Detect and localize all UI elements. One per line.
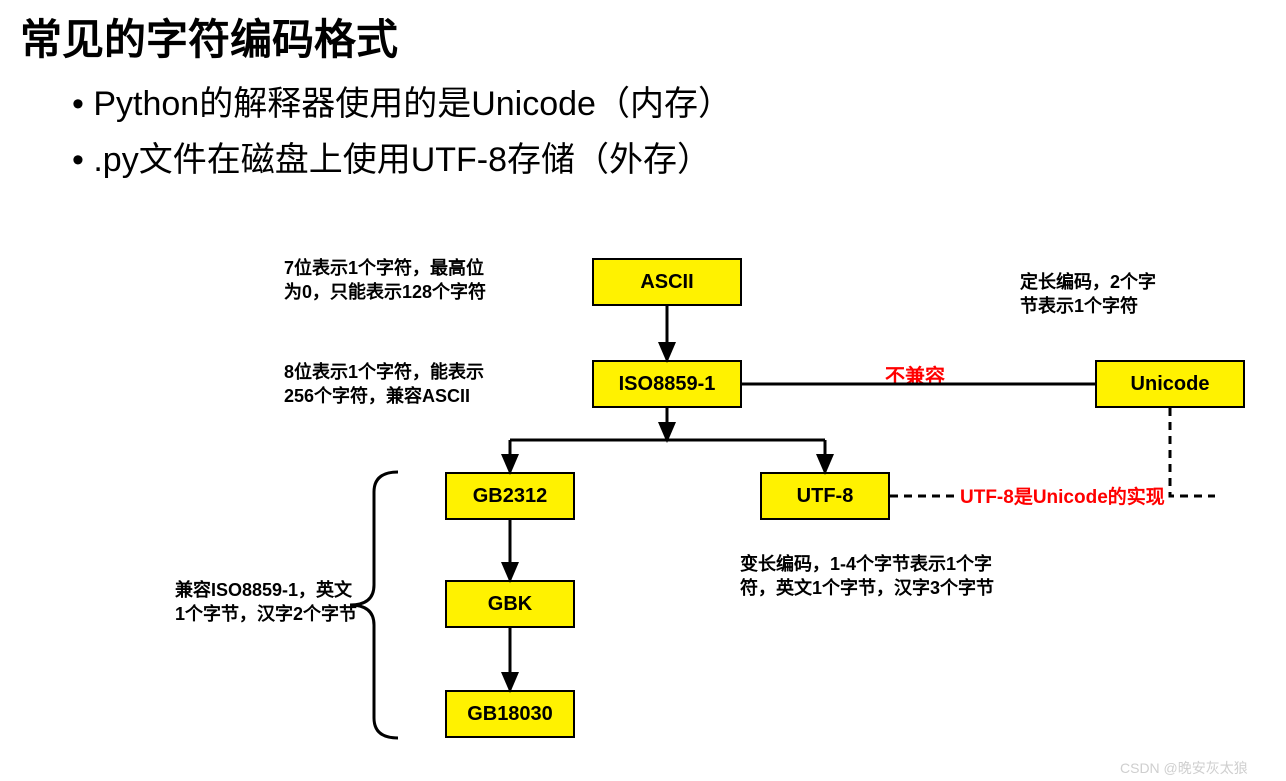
label-utf8-impl: UTF-8是Unicode的实现	[960, 482, 1165, 509]
node-ascii: ASCII	[592, 258, 742, 306]
note-unicode: 定长编码，2个字节表示1个字符	[1020, 270, 1156, 319]
label-incompatible: 不兼容	[885, 360, 945, 389]
node-gb18030: GB18030	[445, 690, 575, 738]
bullet-2: • .py文件在磁盘上使用UTF-8存储（外存）	[72, 132, 711, 181]
node-unicode: Unicode	[1095, 360, 1245, 408]
note-utf8: 变长编码，1-4个字节表示1个字符，英文1个字节，汉字3个字节	[740, 552, 994, 601]
note-gb: 兼容ISO8859-1，英文1个字节，汉字2个字节	[175, 578, 357, 627]
note-ascii: 7位表示1个字符，最高位为0，只能表示128个字符	[284, 256, 486, 305]
note-iso: 8位表示1个字符，能表示256个字符，兼容ASCII	[284, 360, 484, 409]
bullet-1: • Python的解释器使用的是Unicode（内存）	[72, 76, 732, 125]
page-title: 常见的字符编码格式	[20, 6, 398, 67]
node-gb2312: GB2312	[445, 472, 575, 520]
node-utf8: UTF-8	[760, 472, 890, 520]
watermark: CSDN @晚安灰太狼	[1120, 758, 1248, 778]
node-iso: ISO8859-1	[592, 360, 742, 408]
node-gbk: GBK	[445, 580, 575, 628]
